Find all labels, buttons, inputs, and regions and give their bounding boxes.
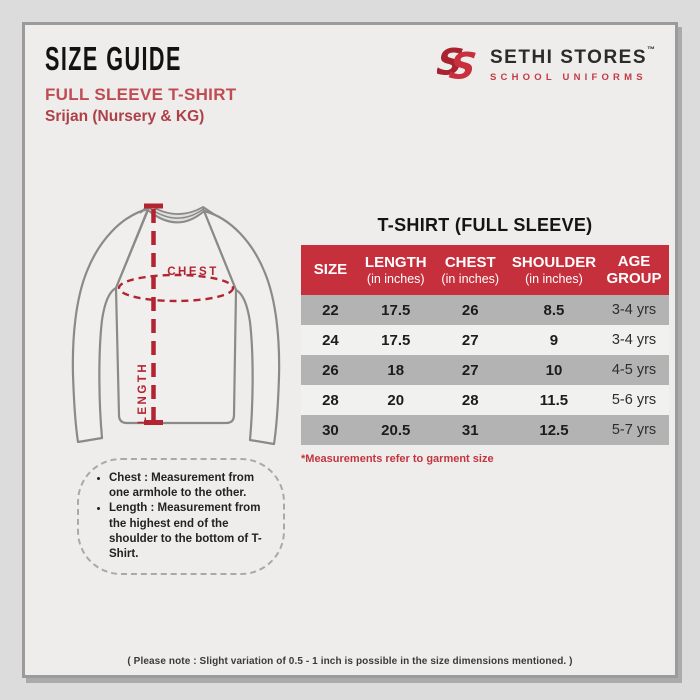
col-header-length: LENGTH (in inches) [359,245,432,295]
table-cell: 22 [322,301,339,319]
svg-text:S: S [447,44,479,85]
table-row: 24 17.5 27 9 3-4 yrs [301,325,669,355]
table-header-row: SIZE LENGTH (in inches) CHEST (in inches) SHO… [301,245,669,295]
table-cell: 31 [461,421,479,439]
table-cell: 26 [461,301,479,319]
header-titles: SIZE GUIDE FULL SLEEVE T-SHIRT Srijan (N… [45,41,236,126]
tshirt-collar-band [147,204,205,224]
size-guide-card: SIZE GUIDE FULL SLEEVE T-SHIRT Srijan (N… [22,22,678,678]
table-cell: 17.5 [381,301,411,319]
table-cell: 28 [322,391,339,409]
table-cell: 12.5 [539,421,569,439]
measurement-note-item: Chest : Measurement from one armhole to … [109,471,273,501]
table-row: 22 17.5 26 8.5 3-4 yrs [301,295,669,325]
table-cell: 20.5 [381,421,411,439]
table-title: T-SHIRT (FULL SLEEVE) [377,215,593,235]
brand-monogram-icon: S S [437,41,479,85]
measurement-notes-box: Chest : Measurement from one armhole to … [77,458,285,576]
table-cell: 5-6 yrs [611,392,657,408]
table-cell: 18 [387,361,405,379]
table-cell: 8.5 [543,301,565,319]
col-header-shoulder: SHOULDER (in inches) [508,245,600,295]
tshirt-illustration: CHEST LENGTH [71,203,281,446]
table-cell: 28 [461,391,479,409]
table-cell: 5-7 yrs [611,422,657,438]
table-row: 28 20 28 11.5 5-6 yrs [301,385,669,415]
variant-subtitle: Srijan (Nursery & KG) [45,108,205,125]
col-header-chest: CHEST (in inches) [431,245,509,295]
tshirt-left-sleeve [71,207,150,444]
table-cell: 26 [322,361,339,379]
table-cell: 30 [322,421,339,439]
table-cell: 17.5 [381,331,411,349]
trademark-mark: ™ [647,45,656,54]
length-measure-label: LENGTH [137,362,149,424]
table-cell: 4-5 yrs [611,362,657,378]
size-table: SIZE LENGTH (in inches) CHEST (in inches) SHO… [301,245,669,445]
chest-measure-ellipse [117,273,235,303]
table-cell: 27 [461,331,479,349]
table-cell: 3-4 yrs [611,302,657,318]
table-footnote: *Measurements refer to garment size [301,453,494,465]
size-table-section: T-SHIRT (FULL SLEEVE) SIZE LENGTH (in inch… [301,215,669,465]
table-cell: 24 [322,331,339,349]
chest-measure-label: CHEST [167,266,218,278]
product-subtitle: FULL SLEEVE T-SHIRT [45,85,237,104]
footer-note: ( Please note : Slight variation of 0.5 … [127,656,573,667]
tshirt-right-sleeve [202,209,281,446]
page-title: SIZE GUIDE [45,41,182,78]
col-header-size: SIZE [301,245,360,295]
brand-name-text: SETHI STORES [490,47,648,68]
measurement-note-item: Length : Measurement from the highest en… [109,501,273,562]
page-title-wrap: SIZE GUIDE [45,41,236,78]
table-cell: 9 [549,331,559,349]
table-cell: 20 [387,391,405,409]
brand-logo: S S SETHI STORES™ SCHOOL UNIFORMS [437,41,655,85]
col-header-age-group: AGE GROUP [599,245,669,295]
tshirt-right-shoulder-line [202,206,216,216]
measurement-notes-list: Chest : Measurement from one armhole to … [85,471,273,562]
brand-text: SETHI STORES™ SCHOOL UNIFORMS [490,45,656,83]
table-cell: 3-4 yrs [611,332,657,348]
table-cell: 10 [545,361,563,379]
table-row: 26 18 27 10 4-5 yrs [301,355,669,385]
table-cell: 27 [461,361,479,379]
table-cell: 11.5 [539,391,569,409]
table-row: 30 20.5 31 12.5 5-7 yrs [301,415,669,445]
brand-name: SETHI STORES™ [490,45,656,69]
brand-tagline: SCHOOL UNIFORMS [490,72,647,83]
